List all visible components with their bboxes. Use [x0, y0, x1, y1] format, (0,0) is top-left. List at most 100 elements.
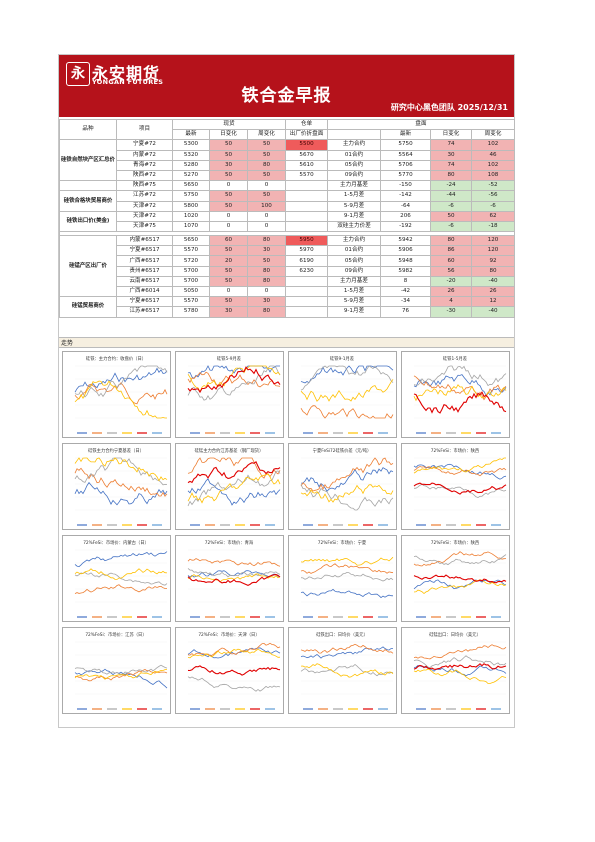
chart-canvas: 72%FeSi：市场价：内蒙古（日） — [74, 539, 168, 618]
series-line — [300, 379, 394, 402]
spot-weekly-change: 30 — [246, 245, 287, 257]
warrant-price — [285, 220, 329, 233]
series-line — [187, 470, 281, 507]
warrant-price: 5570 — [285, 169, 329, 182]
chart-canvas: 宁夏FeSi72硅铁价差（元/吨） — [300, 447, 394, 526]
series-line — [187, 460, 281, 484]
series-line — [413, 668, 507, 684]
futures-latest: -142 — [380, 190, 432, 202]
trend-chart: 72%FeSi：市场价：江苏（日） — [62, 627, 171, 714]
series-line — [187, 457, 281, 479]
chart-canvas: 硅铁：主力合约：收盘价（日） — [74, 355, 168, 434]
report-title: 铁合金早报 — [241, 86, 332, 106]
series-line — [413, 384, 507, 402]
spot-weekly-change: 50 — [246, 255, 287, 267]
row-item: 宁夏#72 — [116, 139, 173, 151]
table-row: 陕西#75 5650 0 0 主力月基差 -150 -24 -52 — [59, 180, 516, 192]
spot-latest: 1020 — [172, 210, 210, 222]
futures-daily-change: 86 — [430, 245, 473, 257]
series-line — [74, 457, 168, 482]
warrant-price — [285, 200, 329, 212]
spot-weekly-change: 0 — [246, 210, 287, 222]
table-row: 广西#6014 5050 0 0 1-5月差 -42 26 26 — [60, 285, 516, 298]
futures-daily-change: -44 — [430, 190, 473, 202]
row-item: 青海#72 — [116, 159, 173, 171]
chart-title: 硅铁5-9月差 — [217, 355, 242, 362]
futures-contract: 01合约 — [327, 149, 382, 161]
futures-latest: 5706 — [380, 159, 432, 171]
spot-weekly-change: 100 — [246, 200, 287, 212]
trend-chart: 宁夏FeSi72硅铁价差（元/吨） — [288, 443, 397, 530]
futures-contract: 主力合约 — [327, 235, 382, 247]
series-line — [300, 484, 394, 503]
futures-weekly-change: 108 — [471, 169, 516, 182]
row-category: 硅铁自然块产区汇总价 — [59, 139, 117, 182]
futures-daily-change: 56 — [430, 265, 473, 277]
row-item: 天津#75 — [116, 220, 173, 233]
futures-weekly-change: 46 — [471, 149, 516, 161]
futures-daily-change: -6 — [430, 220, 473, 233]
spot-daily-change: 60 — [209, 235, 248, 247]
chart-title: 硅锰主力合约江苏基差（钢厂现货） — [195, 447, 264, 454]
futures-daily-change: 50 — [430, 210, 473, 222]
table-row: 云南#6517 5700 50 80 主力月基差 8 -20 -40 — [60, 275, 516, 288]
chart-canvas: 72%FeSi：市场价：陕西 — [413, 539, 507, 618]
series-line — [187, 366, 281, 394]
table-row: 天津#72 5800 50 100 5-9月差 -64 -6 -6 — [60, 200, 516, 212]
chart-title: 72%FeSi：市场价：江苏（日） — [85, 631, 146, 638]
spot-daily-change: 0 — [209, 220, 248, 233]
series-line — [74, 365, 168, 398]
series-line — [413, 574, 507, 584]
spot-latest: 5320 — [172, 149, 210, 161]
row-category: 硅铁合格块贸易商价 — [59, 190, 117, 212]
spot-latest: 5270 — [172, 169, 210, 182]
series-line — [300, 646, 394, 659]
chart-title: 硅铁主力合约宁夏基差（日） — [88, 447, 144, 454]
chart-title: 72%FeSi：市场价：陕西 — [431, 539, 480, 546]
futures-latest: 5906 — [380, 245, 432, 257]
futures-latest: 5564 — [380, 149, 432, 161]
row-item: 云南#6517 — [116, 275, 173, 288]
table-row: 硅锰产区出厂价 内蒙#6517 5650 60 80 5950 主力合约 5942 80 120 — [59, 235, 516, 298]
table-row: 广西#6517 5720 20 50 6190 05合约 5948 60 92 — [60, 255, 516, 267]
chart-canvas: 72%FeSi：市场价：宁夏 — [300, 539, 394, 618]
futures-contract: 9-1月差 — [327, 210, 382, 222]
row-item: 广西#6517 — [116, 255, 173, 267]
series-line — [300, 365, 394, 384]
futures-contract: 主力合约 — [327, 139, 382, 151]
row-item: 内蒙#72 — [116, 149, 173, 161]
chart-title: 72%FeSi：市场价：青海 — [205, 539, 254, 546]
futures-contract: 双硅主力价差 — [327, 220, 382, 233]
spot-latest: 1070 — [172, 220, 210, 233]
spot-weekly-change: 0 — [246, 220, 287, 233]
futures-weekly-change: 120 — [471, 235, 516, 247]
spot-daily-change: 50 — [209, 275, 248, 288]
row-item: 宁夏#6517 — [116, 296, 173, 308]
series-line — [300, 643, 394, 654]
warrant-price — [285, 180, 329, 192]
series-line — [413, 391, 507, 414]
warrant-price: 5950 — [285, 235, 329, 247]
series-line — [300, 556, 394, 566]
chart-canvas: 硅铁出口：日均价（美元） — [300, 631, 394, 710]
spot-latest: 5570 — [172, 245, 210, 257]
futures-daily-change: -24 — [430, 180, 473, 192]
futures-daily-change: -30 — [430, 306, 473, 318]
table-row: 硅锰贸易商价 宁夏#6517 5570 50 30 5-9月差 -34 4 12 — [59, 296, 516, 318]
trend-chart: 硅铁主力合约宁夏基差（日） — [62, 443, 171, 530]
trend-chart: 硅铁出口：日均价（美元） — [288, 627, 397, 714]
series-line — [74, 551, 168, 568]
spot-weekly-change: 80 — [246, 159, 287, 171]
chart-title: 72%FeSi：市场价：宁夏 — [318, 539, 367, 546]
row-category: 硅锰产区出厂价 — [59, 235, 117, 298]
series-line — [300, 457, 394, 492]
trend-chart: 72%FeSi：市场价：天津（日） — [175, 627, 284, 714]
header-daily-change: 日变化 — [209, 129, 248, 141]
futures-weekly-change: 62 — [471, 210, 516, 222]
spot-latest: 5720 — [172, 255, 210, 267]
futures-weekly-change: -52 — [471, 180, 516, 192]
futures-weekly-change: 102 — [471, 159, 516, 171]
spot-daily-change: 50 — [209, 296, 248, 308]
spot-daily-change: 50 — [209, 265, 248, 277]
futures-latest: 5948 — [380, 255, 432, 267]
